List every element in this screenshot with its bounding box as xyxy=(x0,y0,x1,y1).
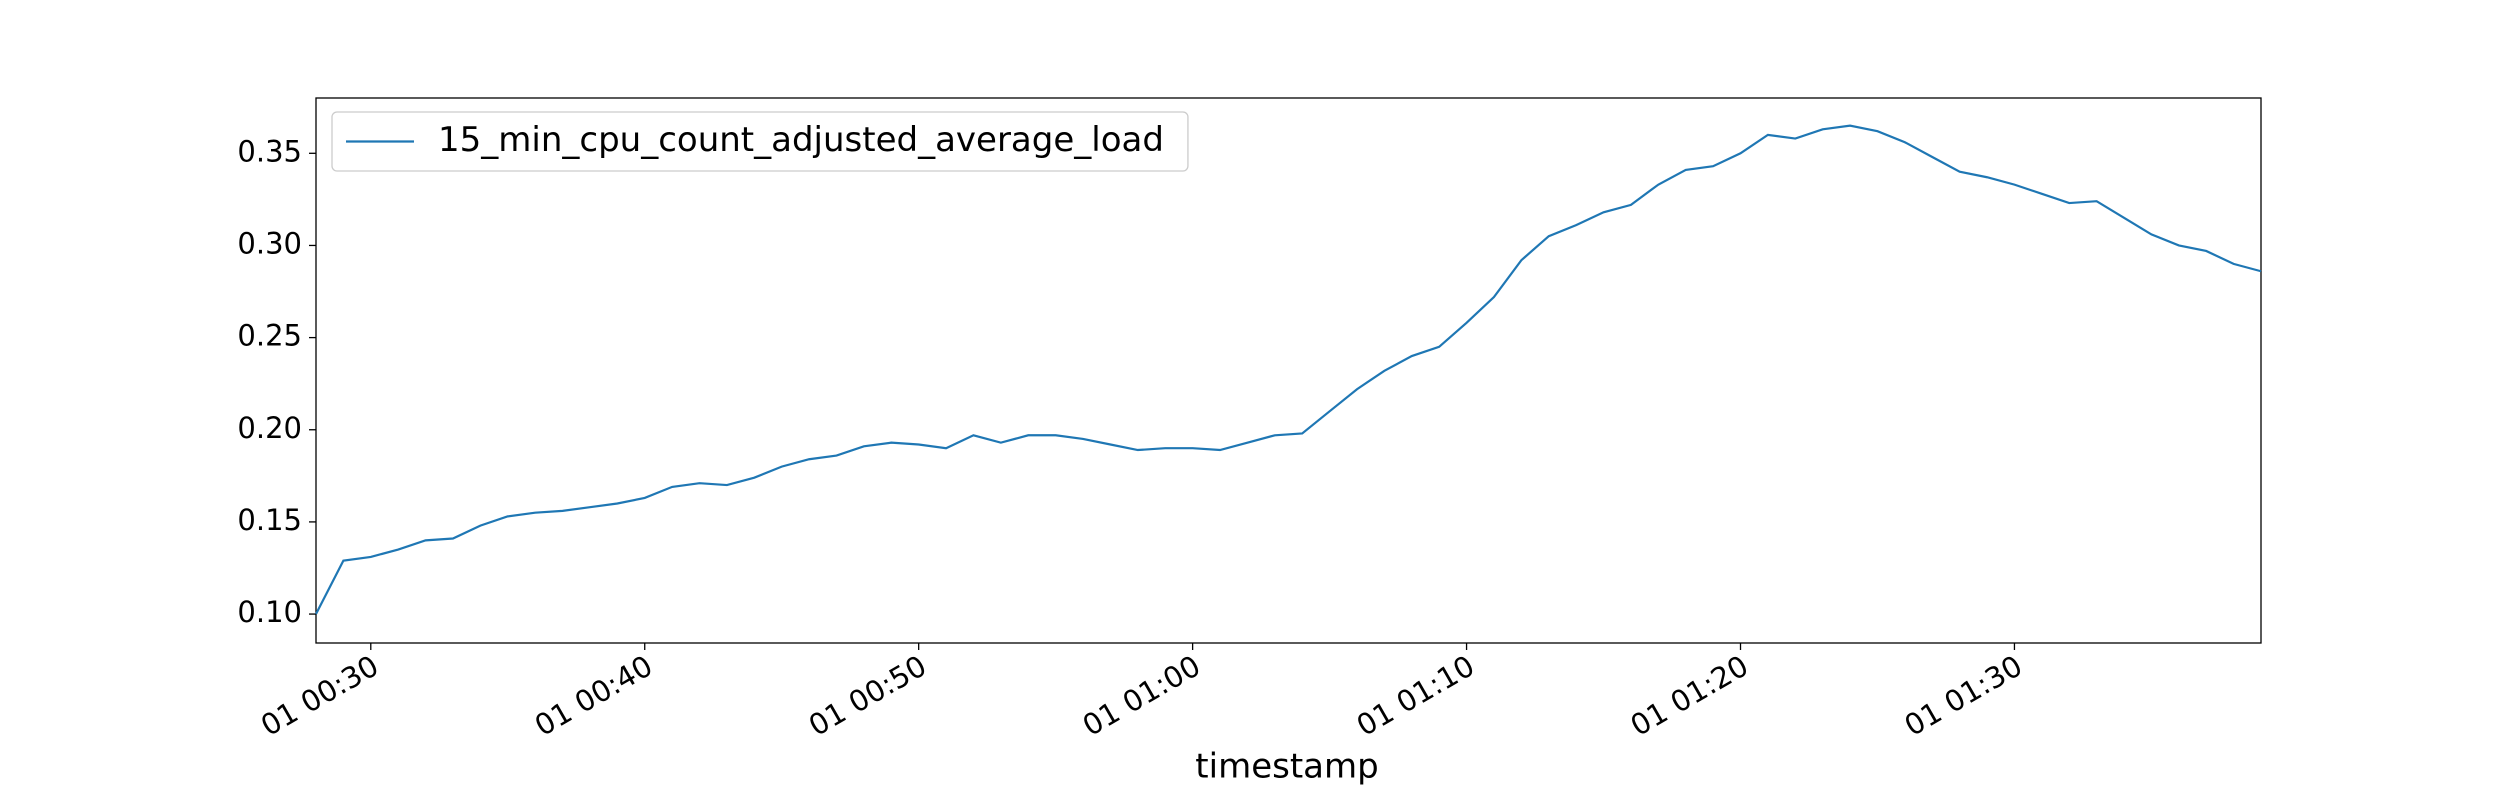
y-tick-label: 0.10 xyxy=(237,595,302,629)
legend-box xyxy=(331,111,1189,172)
y-tick-label: 0.35 xyxy=(237,134,302,168)
x-tick-label: 01 01:20 xyxy=(1625,649,1754,743)
y-tick-label: 0.30 xyxy=(237,226,302,260)
x-tick-label: 01 00:30 xyxy=(255,649,384,743)
x-tick-label: 01 01:10 xyxy=(1351,649,1480,743)
y-tick-label: 0.25 xyxy=(237,319,302,353)
y-tick-label: 0.15 xyxy=(237,503,302,537)
x-tick-label: 01 01:00 xyxy=(1077,649,1206,743)
data-line xyxy=(315,124,2262,615)
x-tick-label: 01 01:30 xyxy=(1899,649,2028,743)
y-tick-label: 0.20 xyxy=(237,411,302,445)
x-axis-label: timestamp xyxy=(1195,747,1378,787)
legend-label: 15_min_cpu_count_adjusted_average_load xyxy=(438,120,1164,160)
x-tick-label: 01 00:40 xyxy=(529,649,658,743)
x-tick-label: 01 00:50 xyxy=(803,649,932,743)
plot-frame xyxy=(315,97,2262,644)
